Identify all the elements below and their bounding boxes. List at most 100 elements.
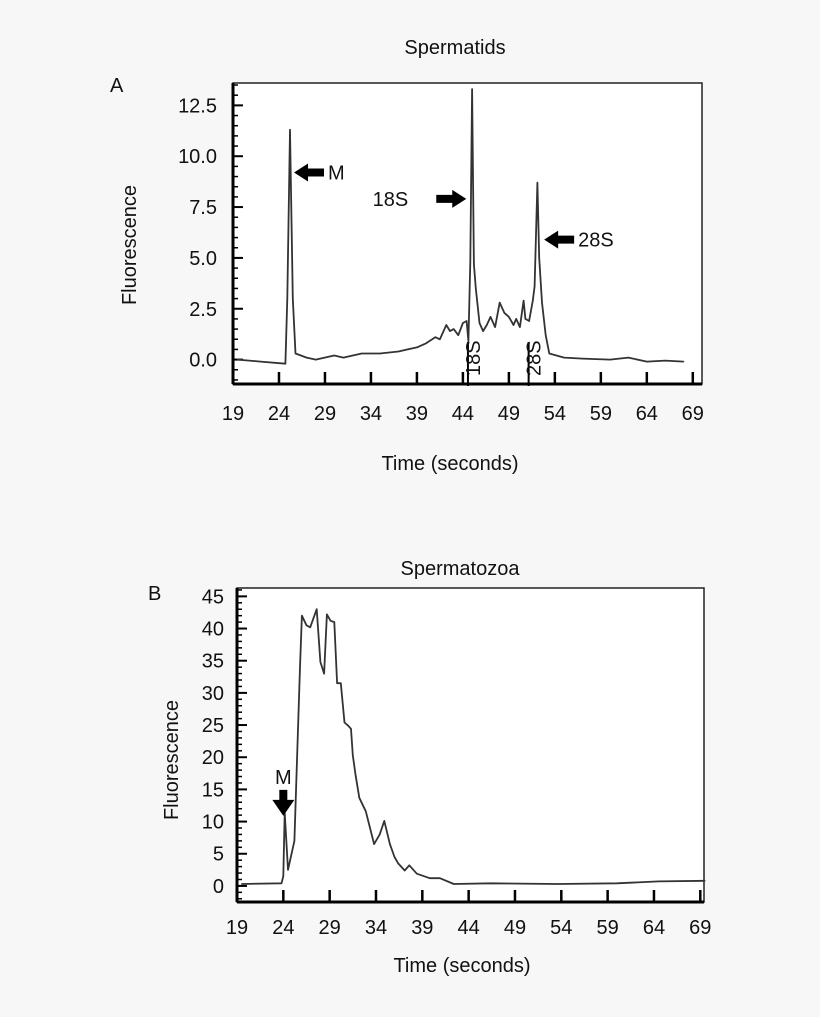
x-tick-label: 49 [504, 917, 526, 939]
data-point [528, 320, 530, 322]
panel-label: B [148, 583, 161, 605]
annotation-18s: 18S [373, 189, 467, 211]
data-point [534, 285, 536, 287]
data-point [490, 882, 492, 884]
data-point [416, 873, 418, 875]
data-point [445, 324, 447, 326]
data-point [379, 833, 381, 836]
data-point [462, 322, 464, 324]
arrow-left-icon [544, 230, 575, 249]
x-tick-label: 49 [498, 403, 520, 425]
data-point [646, 361, 648, 363]
y-tick-label: 45 [202, 586, 224, 608]
data-point [508, 316, 510, 318]
data-point [305, 624, 308, 626]
data-point [664, 360, 666, 362]
data-point [473, 263, 475, 265]
data-point [453, 328, 455, 330]
fluorescence-trace [241, 608, 705, 885]
x-tick-label: 24 [272, 917, 294, 939]
data-point [515, 318, 517, 320]
data-point [329, 620, 332, 622]
data-point [342, 356, 344, 359]
panel-label: A [110, 75, 124, 97]
data-point [503, 312, 505, 314]
data-point [236, 358, 239, 361]
annotation-18s: 18S [463, 340, 485, 386]
data-point [465, 320, 468, 322]
panel-b: B Spermatozoa Time (seconds) Fluorescence 19… [148, 558, 711, 977]
data-point [355, 774, 357, 776]
data-point [319, 661, 321, 663]
y-tick-label: 5 [213, 844, 224, 866]
data-point [293, 840, 296, 842]
data-point [305, 356, 308, 359]
annotation-label: M [328, 162, 345, 184]
data-point [294, 352, 297, 355]
x-tick-label: 69 [682, 403, 704, 425]
y-tick-label: 10 [202, 812, 224, 834]
data-point [383, 820, 385, 822]
data-point [350, 728, 352, 730]
y-tick-label: 30 [202, 683, 224, 705]
data-point [519, 326, 521, 328]
data-point [358, 797, 360, 799]
annotation-label: 18S [373, 189, 409, 211]
x-tick-label: 59 [590, 403, 612, 425]
data-point [416, 346, 418, 348]
data-point [494, 326, 496, 328]
x-tick-label: 64 [643, 917, 665, 939]
data-point [512, 324, 515, 326]
y-tick-label: 10.0 [178, 146, 217, 168]
y-axis-label: Fluorescence [161, 700, 183, 820]
data-point [336, 682, 338, 684]
data-point [457, 334, 459, 336]
data-point [616, 882, 618, 884]
data-point [429, 877, 431, 879]
data-point [316, 608, 318, 610]
data-point [408, 864, 410, 866]
data-point [241, 883, 243, 885]
annotation-m: M [272, 767, 295, 816]
data-point [425, 342, 427, 344]
x-axis-label: Time (seconds) [381, 453, 518, 475]
data-point [499, 302, 501, 304]
annotation-label: 28S [578, 230, 614, 252]
data-point [379, 352, 381, 355]
annotation-28s: 28S [544, 230, 614, 252]
data-point [287, 869, 289, 871]
data-point [581, 357, 584, 360]
data-point [365, 810, 367, 812]
y-tick-label: 5.0 [189, 248, 217, 270]
data-point [657, 880, 660, 883]
arrow-right-icon [436, 189, 467, 208]
data-point [299, 666, 301, 668]
x-tick-label: 44 [458, 917, 480, 939]
x-tick-label: 19 [222, 403, 244, 425]
x-tick-label: 29 [314, 403, 336, 425]
arrow-left-icon [294, 163, 325, 182]
data-point [315, 358, 317, 361]
y-tick-label: 25 [202, 715, 224, 737]
y-tick-label: 7.5 [189, 197, 217, 219]
data-point [333, 621, 335, 623]
data-point [563, 356, 565, 359]
x-tick-label: 39 [411, 917, 433, 939]
annotation-label: 28S [524, 340, 546, 376]
y-tick-label: 0 [213, 876, 224, 898]
data-point [524, 318, 527, 320]
data-point [326, 613, 328, 615]
data-point [286, 297, 288, 300]
x-tick-label: 44 [452, 403, 474, 425]
arrow-down-icon [272, 789, 295, 816]
data-point [548, 352, 550, 355]
fluorescence-trace [237, 88, 684, 365]
data-point [541, 302, 543, 304]
x-tick-label: 24 [268, 403, 290, 425]
x-tick-label: 54 [550, 917, 572, 939]
panel-a: A Spermatids Time (seconds) Fluorescence 19 2… [110, 37, 704, 475]
data-point [475, 287, 477, 290]
data-point [704, 880, 706, 882]
